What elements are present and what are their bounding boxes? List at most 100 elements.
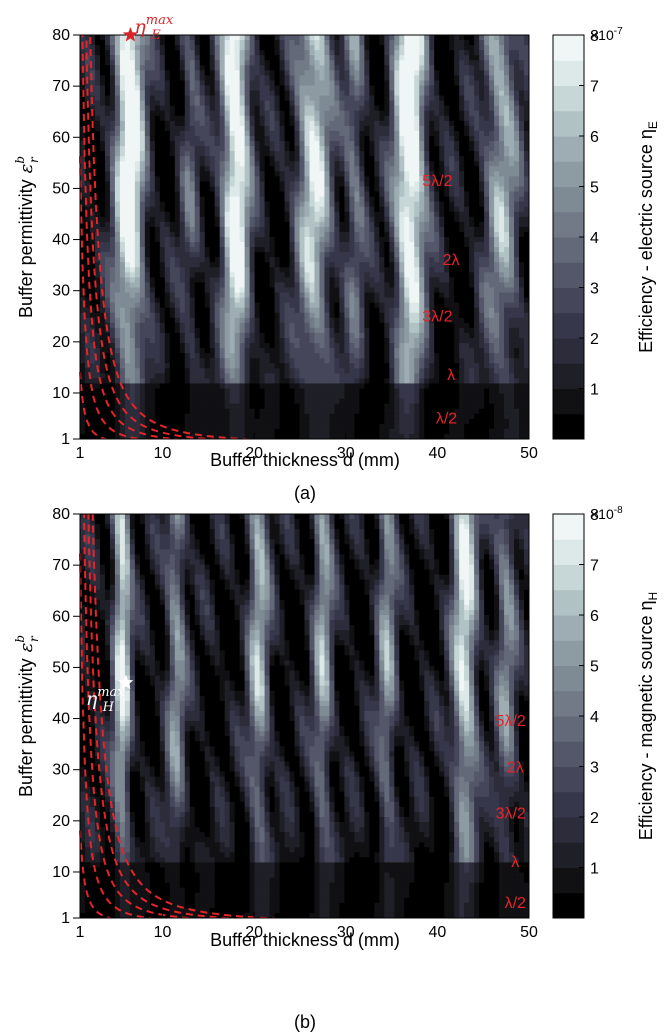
- heat-cell: [389, 156, 395, 162]
- heat-cell: [214, 120, 221, 127]
- heat-cell: [179, 70, 186, 76]
- heat-cell: [519, 35, 525, 41]
- heat-cell: [174, 75, 181, 82]
- heat-cell: [394, 282, 400, 289]
- heat-cell: [299, 226, 306, 233]
- heat-cell: [449, 50, 455, 56]
- heat-cell: [364, 171, 370, 177]
- heat-cell: [154, 100, 161, 107]
- heat-cell: [389, 105, 395, 112]
- heat-cell: [319, 161, 326, 167]
- heat-cell: [344, 115, 350, 122]
- heat-cell: [339, 171, 346, 177]
- heat-cell: [104, 110, 111, 117]
- heat-cell: [329, 307, 336, 314]
- heat-cell: [364, 292, 370, 299]
- heat-cell: [454, 237, 460, 243]
- heat-cell: [369, 85, 375, 92]
- heat-cell: [84, 120, 91, 127]
- heat-cell: [209, 151, 216, 157]
- heat-cell: [169, 186, 176, 193]
- heat-cell: [394, 216, 400, 223]
- heat-cell: [464, 55, 470, 61]
- heat-cell: [214, 181, 221, 188]
- heat-cell: [449, 287, 455, 294]
- heat-cell: [519, 100, 525, 107]
- heat-cell: [104, 141, 111, 147]
- heat-cell: [209, 287, 216, 294]
- heat-cell: [179, 151, 186, 157]
- heat-cell: [284, 262, 291, 268]
- heat-cell: [194, 191, 201, 198]
- heat-cell: [434, 151, 440, 157]
- heat-cell: [84, 181, 91, 188]
- heat-cell: [289, 70, 296, 76]
- heat-cell: [274, 181, 281, 188]
- heat-cell: [444, 277, 450, 284]
- heat-cell: [379, 216, 385, 223]
- heat-cell: [244, 181, 251, 188]
- heat-cell: [339, 130, 346, 137]
- heat-cell: [159, 242, 166, 248]
- heat-cell: [434, 252, 440, 258]
- heat-cell: [344, 307, 350, 314]
- heat-cell: [484, 115, 490, 122]
- heat-cell: [279, 65, 286, 71]
- heat-cell: [304, 302, 311, 309]
- heat-cell: [359, 247, 365, 253]
- heat-cell: [279, 171, 286, 177]
- heat-cell: [454, 252, 460, 258]
- heat-cell: [94, 55, 101, 61]
- heat-cell: [294, 100, 301, 107]
- heat-cell: [224, 191, 231, 198]
- heat-cell: [339, 272, 346, 278]
- heat-cell: [119, 115, 126, 122]
- heat-cell: [324, 65, 331, 71]
- heat-cell: [494, 257, 500, 263]
- heat-cell: [99, 186, 106, 193]
- heat-cell: [339, 120, 346, 127]
- heat-cell: [474, 247, 480, 253]
- heat-cell: [384, 130, 390, 137]
- heat-cell: [164, 141, 171, 147]
- heat-cell: [174, 70, 181, 76]
- heat-cell: [374, 141, 380, 147]
- heat-cell: [444, 90, 450, 97]
- heat-cell: [249, 312, 256, 319]
- heat-cell: [204, 90, 211, 97]
- heat-cell: [184, 211, 191, 218]
- heat-cell: [324, 130, 331, 137]
- heat-cell: [154, 186, 161, 193]
- heat-cell: [389, 307, 395, 314]
- heat-cell: [494, 287, 500, 294]
- heat-cell: [244, 141, 251, 147]
- heat-cell: [324, 90, 331, 97]
- heat-cell: [234, 211, 241, 218]
- heat-cell: [174, 115, 181, 122]
- heat-cell: [354, 75, 360, 82]
- heat-cell: [84, 50, 91, 56]
- heat-cell: [84, 35, 91, 41]
- heat-cell: [159, 85, 166, 92]
- heat-cell: [499, 130, 505, 137]
- heat-cell: [304, 257, 311, 263]
- heat-cell: [204, 110, 211, 117]
- heat-cell: [314, 191, 321, 198]
- heat-cell: [274, 105, 281, 112]
- heat-cell: [304, 60, 311, 66]
- heat-cell: [84, 40, 91, 46]
- heat-cell: [214, 85, 221, 92]
- heat-cell: [299, 156, 306, 162]
- heat-cell: [374, 95, 380, 102]
- heat-cell: [449, 125, 455, 132]
- heat-cell: [199, 141, 206, 147]
- heat-cell: [194, 297, 201, 304]
- heat-cell: [289, 151, 296, 157]
- heat-cell: [139, 191, 146, 198]
- heat-cell: [149, 80, 156, 87]
- heat-cell: [244, 60, 251, 66]
- heat-cell: [384, 176, 390, 183]
- heat-cell: [409, 307, 415, 314]
- heat-cell: [489, 166, 495, 172]
- heat-cell: [89, 307, 96, 314]
